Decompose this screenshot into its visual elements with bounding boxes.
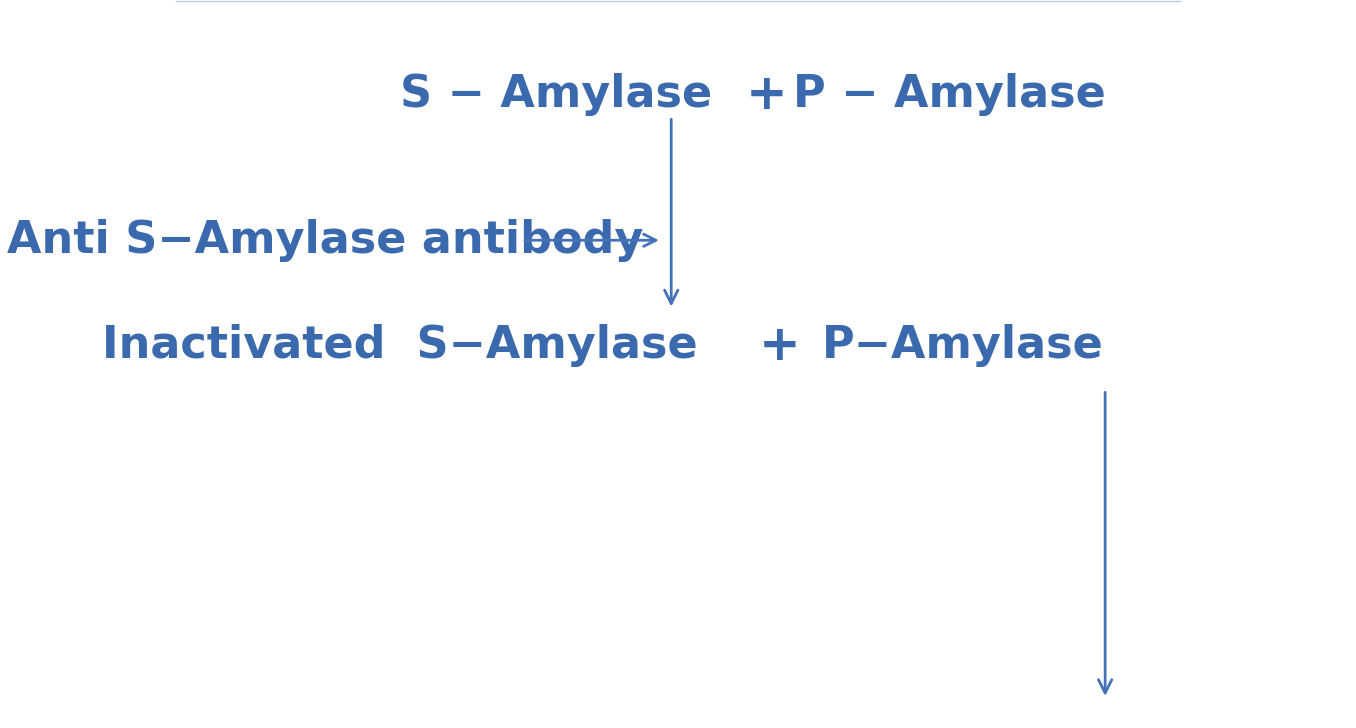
Text: S − Amylase: S − Amylase <box>400 73 712 116</box>
Text: Anti S−Amylase antibody: Anti S−Amylase antibody <box>7 218 643 262</box>
Text: +: + <box>759 322 800 370</box>
Text: P − Amylase: P − Amylase <box>793 73 1105 116</box>
Text: +: + <box>746 71 786 119</box>
Text: P−Amylase: P−Amylase <box>822 324 1104 368</box>
Text: Inactivated  S−Amylase: Inactivated S−Amylase <box>102 324 698 368</box>
